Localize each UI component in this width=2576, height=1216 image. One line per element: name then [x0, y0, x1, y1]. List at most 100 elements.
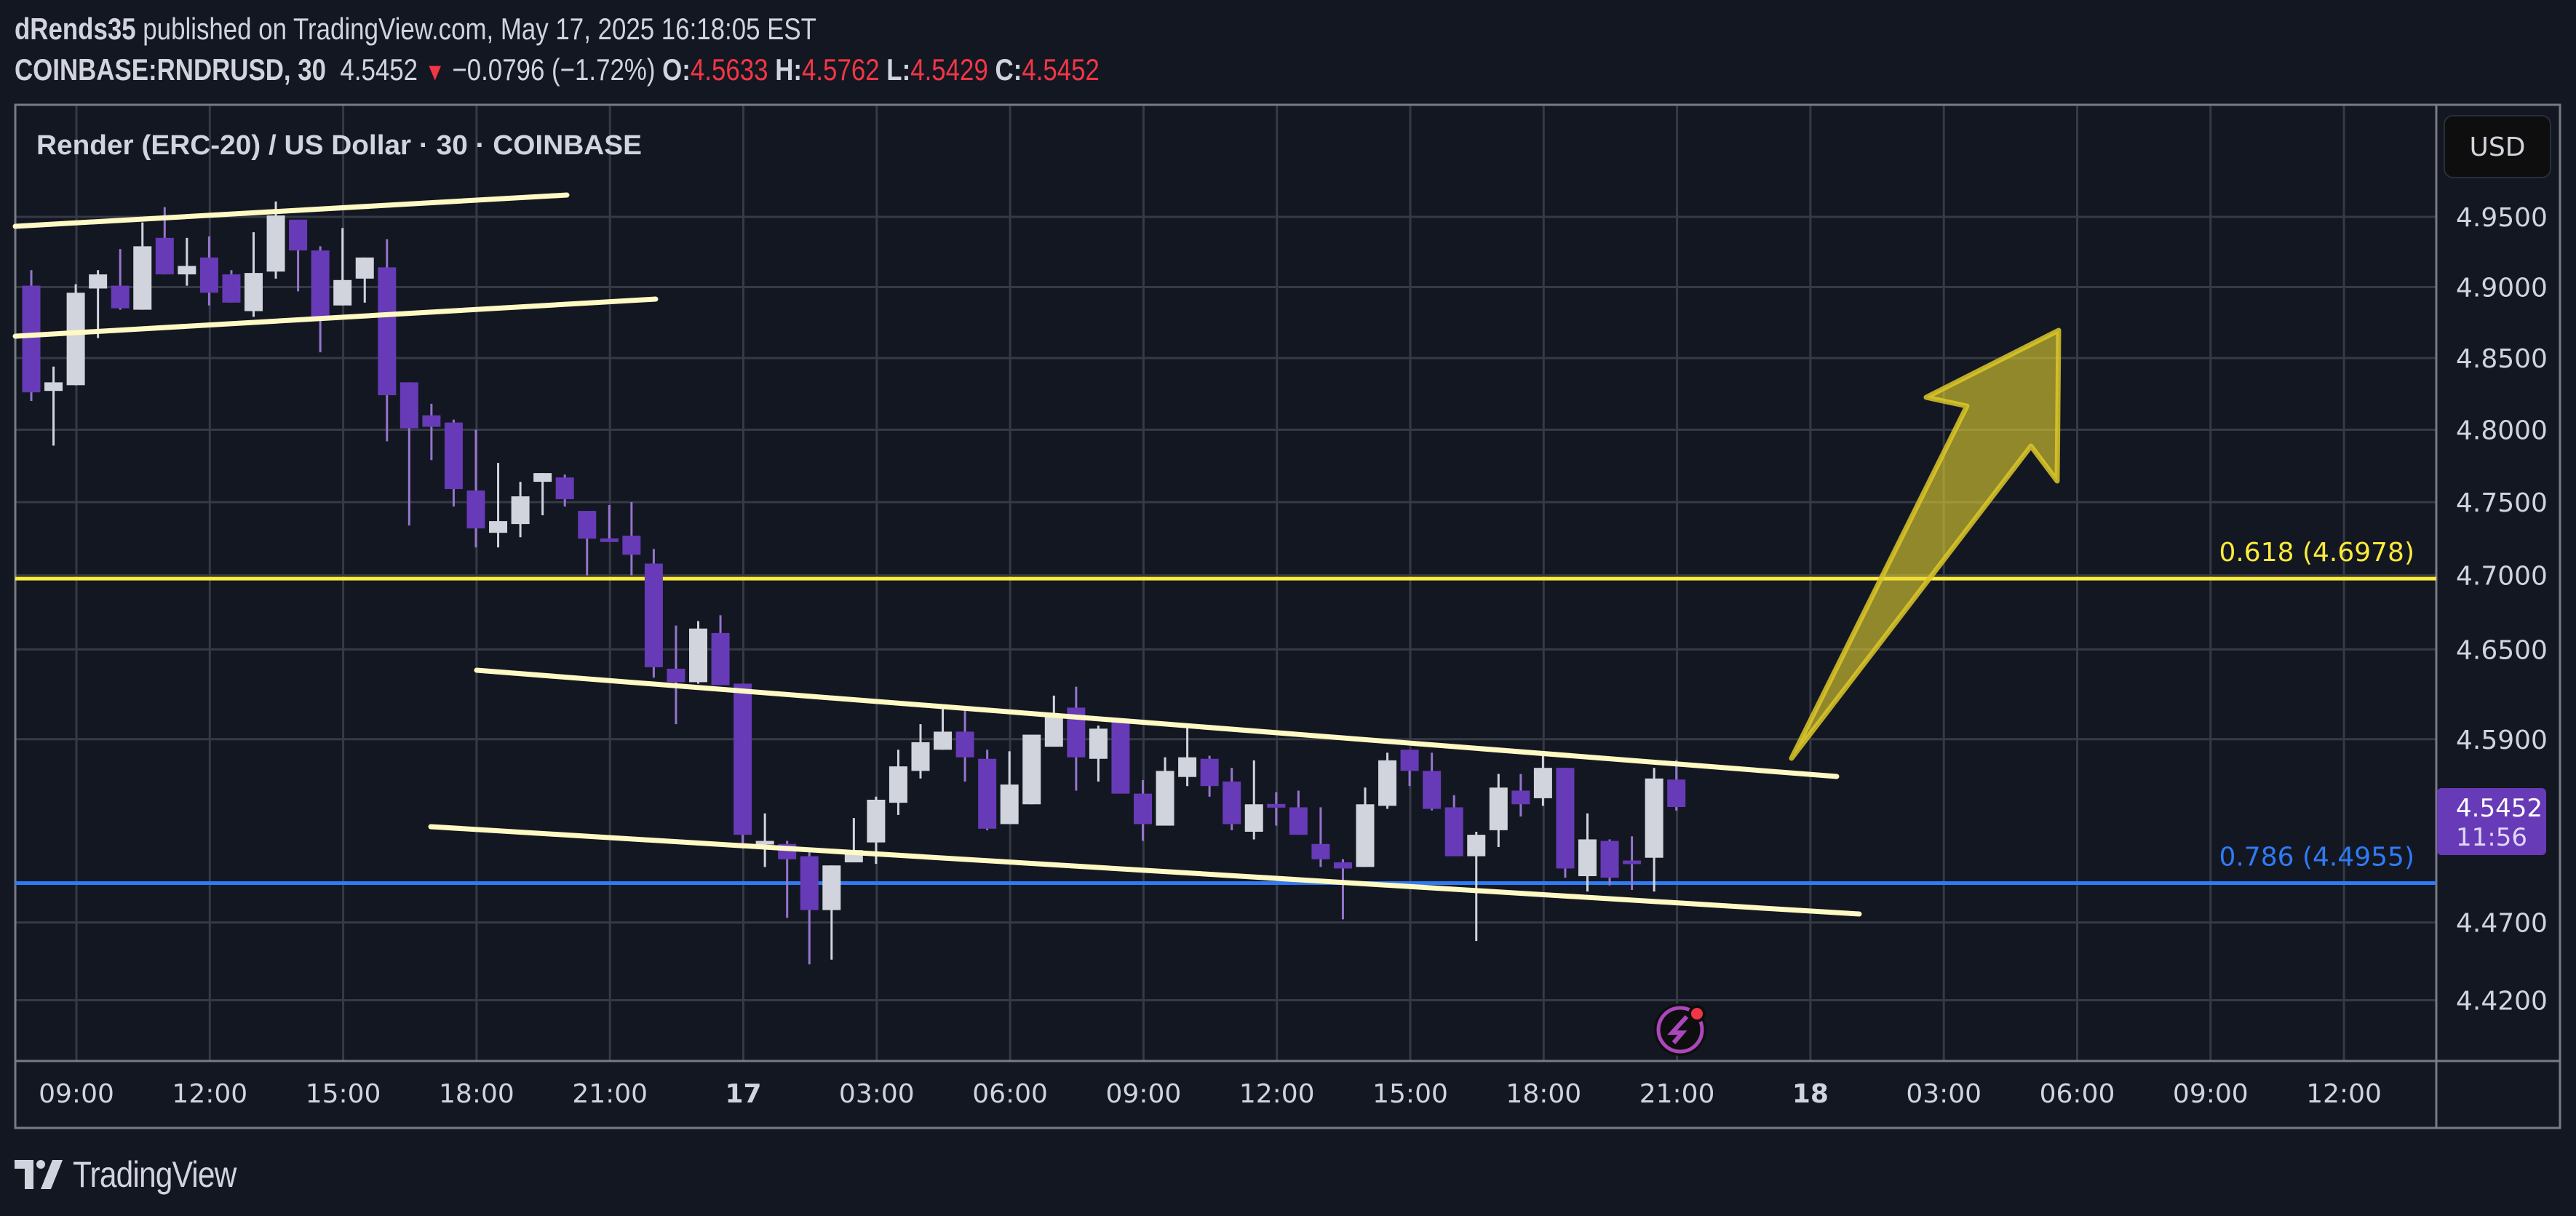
candle[interactable] [1289, 790, 1308, 835]
candle[interactable] [1156, 757, 1174, 826]
candle[interactable] [133, 222, 152, 310]
candle[interactable] [622, 502, 641, 576]
candle[interactable] [289, 219, 308, 292]
time-tick-label: 09:00 [39, 1079, 114, 1109]
candle[interactable] [66, 284, 85, 386]
candle[interactable] [333, 228, 352, 306]
tradingview-logo[interactable]: TradingView [15, 1153, 265, 1196]
candle-body [1333, 862, 1352, 869]
currency-button[interactable]: USD [2444, 115, 2551, 178]
candle[interactable] [711, 615, 730, 686]
candle[interactable] [1556, 768, 1575, 878]
candle[interactable] [644, 549, 663, 678]
candle[interactable] [800, 851, 819, 965]
candle[interactable] [1089, 726, 1108, 782]
candle[interactable] [1667, 760, 1686, 811]
candle[interactable] [311, 246, 330, 353]
candle[interactable] [911, 724, 930, 779]
time-axis[interactable]: 09:00 12:00 15:00 18:00 21:00 17 03:00 06:00 09:… [39, 1079, 2382, 1109]
candle[interactable] [222, 270, 241, 303]
candle[interactable] [1244, 760, 1263, 840]
candle[interactable] [778, 841, 797, 918]
fibonacci-levels[interactable]: 0.618 (4.6978) 0.786 (4.4955) [15, 538, 2436, 886]
candle[interactable] [1311, 807, 1330, 867]
candle[interactable] [444, 419, 463, 507]
candle[interactable] [1511, 774, 1530, 816]
author-name[interactable]: dRends35 [15, 12, 136, 46]
candle[interactable] [934, 709, 953, 750]
candle[interactable] [266, 201, 285, 279]
candle[interactable] [600, 505, 619, 542]
candle[interactable] [511, 482, 530, 538]
candle[interactable] [489, 463, 508, 548]
chart-frame [14, 103, 2561, 1129]
candle[interactable] [755, 813, 774, 867]
candle-body [289, 219, 308, 251]
candle[interactable] [667, 625, 685, 725]
candle[interactable] [1067, 686, 1086, 791]
ascending-channel-lower[interactable] [12, 296, 659, 339]
descending-channel-upper[interactable] [474, 667, 1840, 779]
candle[interactable] [1000, 751, 1019, 824]
candle[interactable] [399, 382, 418, 526]
candle[interactable] [1134, 779, 1152, 841]
up-arrow-icon[interactable] [1789, 327, 2062, 761]
candle[interactable] [1489, 774, 1508, 847]
candle[interactable] [1333, 859, 1352, 920]
candle[interactable] [978, 750, 997, 830]
candle[interactable] [44, 366, 63, 446]
candle[interactable] [1444, 795, 1463, 857]
candle[interactable] [245, 232, 263, 317]
candle[interactable] [555, 474, 574, 507]
annotations[interactable] [1789, 327, 2062, 761]
candle[interactable] [111, 249, 130, 310]
time-tick-label: 21:00 [1639, 1079, 1715, 1109]
candle[interactable] [355, 257, 374, 303]
ascending-channel-upper[interactable] [12, 192, 570, 229]
candle[interactable] [1044, 695, 1063, 747]
candle[interactable] [466, 429, 485, 548]
candle[interactable] [1022, 734, 1041, 805]
candle[interactable] [1200, 755, 1219, 797]
trendlines[interactable] [12, 192, 1862, 917]
high-value: 4.5762 [801, 52, 880, 87]
candle[interactable] [689, 621, 707, 684]
candle-body [1667, 779, 1686, 808]
down-triangle-icon: ▼ [424, 58, 445, 86]
candle[interactable] [422, 403, 441, 461]
candle[interactable] [1623, 836, 1642, 891]
high-label: H: [775, 52, 802, 87]
candle[interactable] [889, 750, 907, 815]
candlestick-series[interactable] [22, 201, 1686, 965]
candle[interactable] [1600, 839, 1619, 886]
candle[interactable] [1400, 750, 1419, 787]
candle[interactable] [1267, 792, 1286, 826]
candle[interactable] [1356, 787, 1375, 867]
candle[interactable] [1467, 831, 1486, 942]
price-axis[interactable]: 4.9500 4.9000 4.8500 4.8000 4.7500 4.7000 4.65… [2456, 203, 2548, 1017]
descending-channel-lower[interactable] [428, 824, 1862, 917]
candle[interactable] [822, 865, 841, 960]
candle[interactable] [1423, 752, 1442, 811]
candle[interactable] [1645, 768, 1663, 892]
candle[interactable] [1223, 768, 1241, 830]
candle[interactable] [1178, 726, 1197, 787]
lightning-alert-icon[interactable] [1654, 1004, 1706, 1056]
candle[interactable] [1378, 752, 1397, 809]
candle[interactable] [1533, 751, 1552, 806]
candle[interactable] [844, 818, 863, 863]
candle-body [1200, 758, 1219, 787]
candle[interactable] [89, 270, 108, 338]
candle[interactable] [1578, 813, 1597, 892]
candle[interactable] [955, 709, 974, 782]
time-tick-label: 18:00 [439, 1079, 514, 1109]
candle[interactable] [378, 239, 397, 442]
candle[interactable] [867, 796, 886, 865]
candle[interactable] [533, 473, 552, 516]
candle[interactable] [178, 237, 196, 286]
candle[interactable] [734, 683, 752, 849]
candle[interactable] [199, 236, 218, 306]
candle[interactable] [1111, 720, 1130, 794]
candle[interactable] [578, 511, 597, 576]
